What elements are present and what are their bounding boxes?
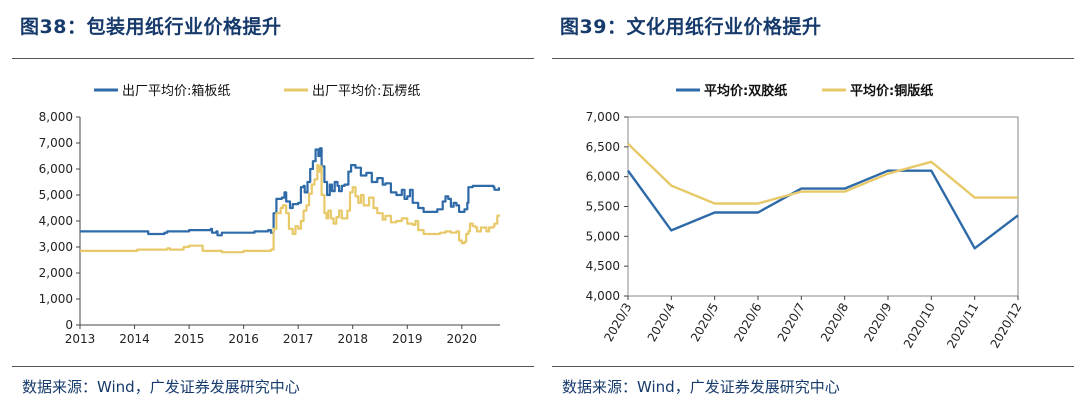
y-tick-label: 5,500: [586, 200, 620, 214]
y-tick-label: 6,000: [39, 162, 73, 176]
data-source-note: 数据来源：Wind，广发证券发展研究中心: [22, 378, 300, 396]
y-tick-label: 6,500: [586, 140, 620, 154]
y-tick-label: 4,000: [586, 289, 620, 303]
x-tick-label: 2017: [283, 332, 314, 346]
legend-label: 出厂平均价:箱板纸: [122, 83, 230, 99]
x-tick-label: 2020/5: [688, 301, 721, 345]
x-tick-label: 2020/11: [944, 301, 981, 351]
y-tick-label: 5,000: [39, 188, 73, 202]
x-tick-label: 2020/8: [818, 301, 851, 345]
y-tick-label: 0: [65, 318, 73, 332]
top-divider: [12, 58, 534, 59]
series-line-boxboard: [80, 147, 500, 237]
x-tick-label: 2016: [228, 332, 259, 346]
x-tick-label: 2020/6: [731, 301, 764, 345]
packaging-paper-price-chart: 出厂平均价:箱板纸 出厂平均价:瓦楞纸 0 1,000 2,000 3,000 4,000 5…: [39, 83, 500, 346]
series-line-offset-paper: [627, 169, 1019, 250]
y-tick-label: 1,000: [39, 292, 73, 306]
legend-label: 出厂平均价:瓦楞纸: [312, 84, 420, 99]
y-tick-label: 4,000: [39, 214, 73, 228]
top-divider: [552, 58, 1074, 59]
x-tick-label: 2013: [65, 332, 96, 346]
legend-label: 平均价:铜版纸: [850, 83, 933, 99]
y-tick-label: 3,000: [39, 240, 73, 254]
y-tick-label: 8,000: [39, 110, 73, 124]
x-tick-label: 2020: [447, 332, 478, 346]
x-tick-label: 2020/3: [601, 301, 634, 345]
series-line-coated-paper: [627, 142, 1018, 205]
y-tick-label: 7,000: [586, 110, 620, 124]
y-tick-label: 5,000: [586, 229, 620, 243]
figure-38-panel: 图38：包装用纸行业价格提升 出厂平均价:箱板纸 出厂平均价:瓦楞纸 0 1,000 2…: [12, 0, 534, 409]
y-tick-label: 2,000: [39, 266, 73, 280]
y-tick-label: 4,500: [586, 259, 620, 273]
x-tick-label: 2020/10: [901, 301, 938, 351]
legend-label: 平均价:双胶纸: [704, 83, 787, 99]
plot-frame: [627, 116, 1019, 297]
legend: 平均价:双胶纸 平均价:铜版纸: [676, 83, 933, 99]
x-tick-label: 2015: [174, 332, 205, 346]
x-tick-label: 2020/9: [861, 301, 894, 345]
x-tick-label: 2018: [337, 332, 368, 346]
x-tick-label: 2020/4: [645, 301, 678, 345]
figure-39-panel: 图39：文化用纸行业价格提升 平均价:双胶纸 平均价:铜版纸 4,000 4,500 5…: [552, 0, 1074, 409]
x-tick-label: 2020/12: [988, 301, 1025, 351]
y-tick-label: 6,000: [586, 170, 620, 184]
series-line-corrugated: [80, 164, 500, 254]
bottom-divider: [552, 366, 1074, 367]
x-tick-label: 2020/7: [775, 301, 808, 345]
culture-paper-price-chart: 平均价:双胶纸 平均价:铜版纸 4,000 4,500 5,000 5,500 6,000 6…: [586, 83, 1025, 351]
figure-39-title: 图39：文化用纸行业价格提升: [560, 16, 822, 38]
bottom-divider: [12, 366, 534, 367]
y-tick-label: 7,000: [39, 136, 73, 150]
x-tick-label: 2019: [392, 332, 423, 346]
data-source-note: 数据来源：Wind，广发证券发展研究中心: [562, 378, 840, 396]
figure-38-title: 图38：包装用纸行业价格提升: [20, 16, 282, 38]
x-tick-label: 2014: [119, 332, 150, 346]
legend: 出厂平均价:箱板纸 出厂平均价:瓦楞纸: [94, 83, 420, 99]
